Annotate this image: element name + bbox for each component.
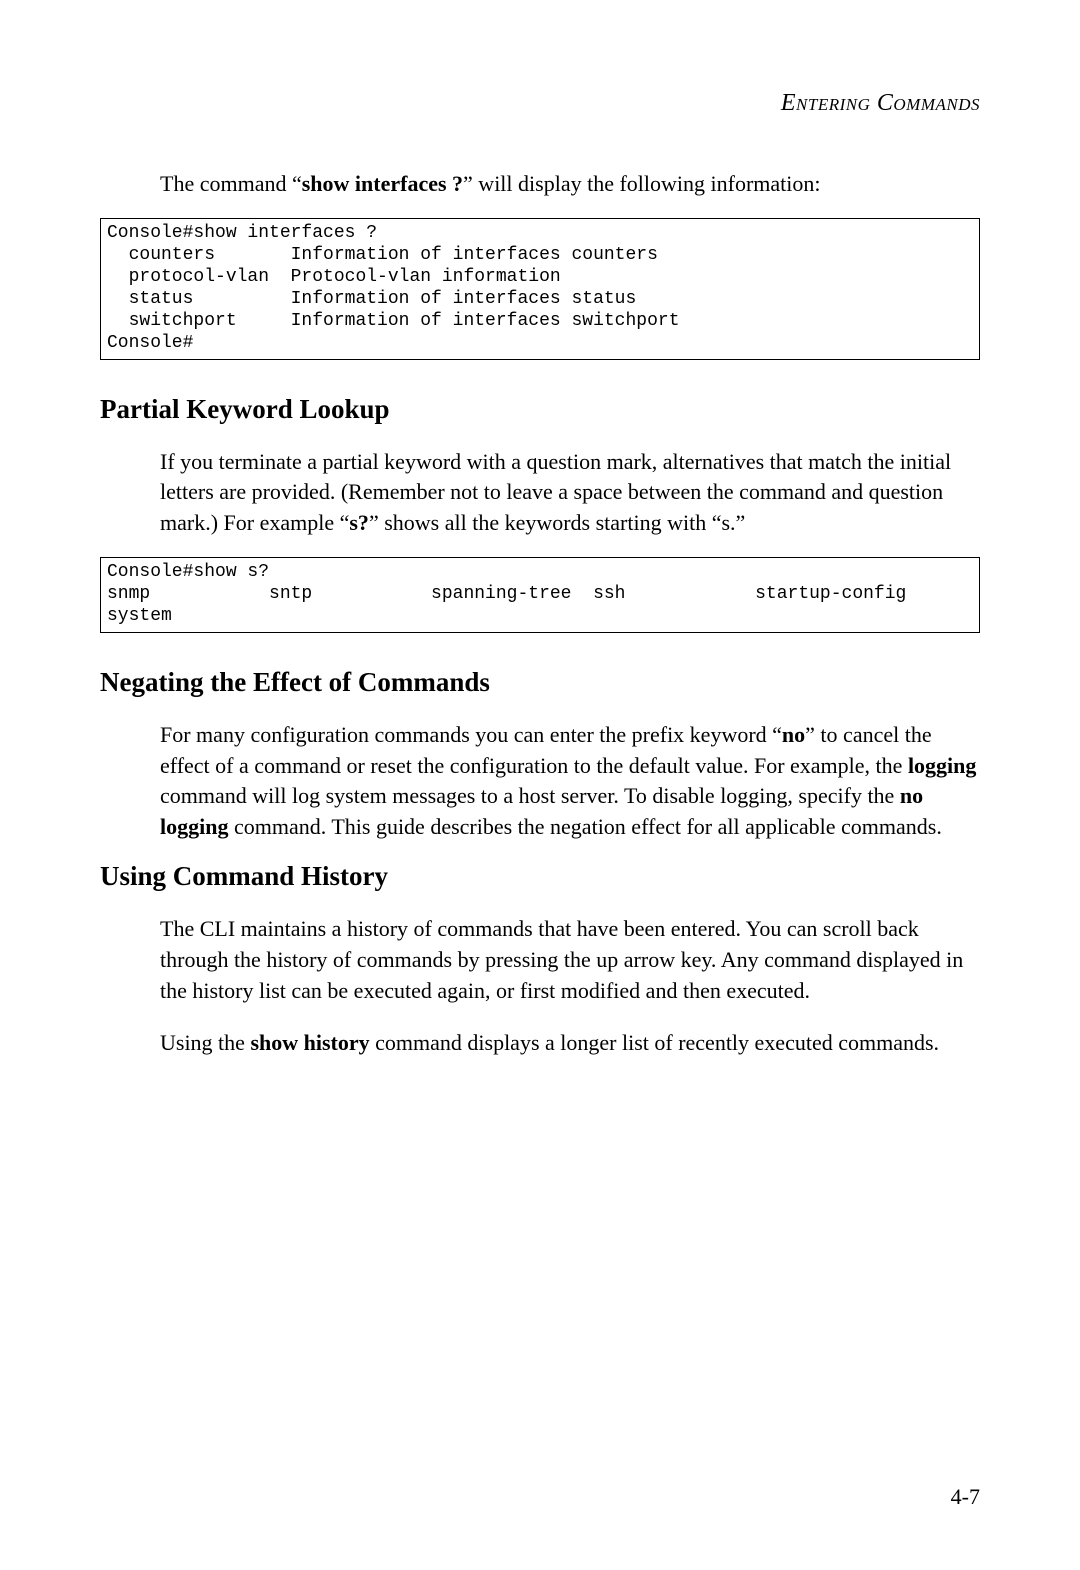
- p2-no: no: [782, 722, 805, 747]
- p2-d: command. This guide describes the negati…: [228, 814, 941, 839]
- intro-post: ” will display the following information…: [463, 171, 820, 196]
- p2-logging: logging: [908, 753, 976, 778]
- page-number: 4-7: [951, 1484, 980, 1510]
- paragraph-history-2: Using the show history command displays …: [160, 1028, 980, 1059]
- p3-cmd: show history: [250, 1030, 369, 1055]
- code-show-interfaces: Console#show interfaces ? counters Infor…: [100, 218, 980, 360]
- running-head: Entering Commands: [100, 90, 980, 117]
- paragraph-partial-keyword: If you terminate a partial keyword with …: [160, 447, 980, 539]
- p1-post: ” shows all the keywords starting with “…: [369, 510, 745, 535]
- p3-a: Using the: [160, 1030, 250, 1055]
- heading-history: Using Command History: [100, 861, 980, 892]
- p3-b: command displays a longer list of recent…: [370, 1030, 939, 1055]
- p2-c: command will log system messages to a ho…: [160, 783, 900, 808]
- code-show-s: Console#show s? snmp sntp spanning-tree …: [100, 557, 980, 633]
- heading-negating: Negating the Effect of Commands: [100, 667, 980, 698]
- paragraph-history-1: The CLI maintains a history of commands …: [160, 914, 980, 1006]
- p1-cmd: s?: [349, 510, 369, 535]
- p2-a: For many configuration commands you can …: [160, 722, 782, 747]
- paragraph-negating: For many configuration commands you can …: [160, 720, 980, 843]
- intro-cmd: show interfaces ?: [302, 171, 463, 196]
- intro-paragraph: The command “show interfaces ?” will dis…: [160, 169, 980, 200]
- intro-pre: The command “: [160, 171, 302, 196]
- heading-partial-keyword: Partial Keyword Lookup: [100, 394, 980, 425]
- page: Entering Commands The command “show inte…: [0, 0, 1080, 1570]
